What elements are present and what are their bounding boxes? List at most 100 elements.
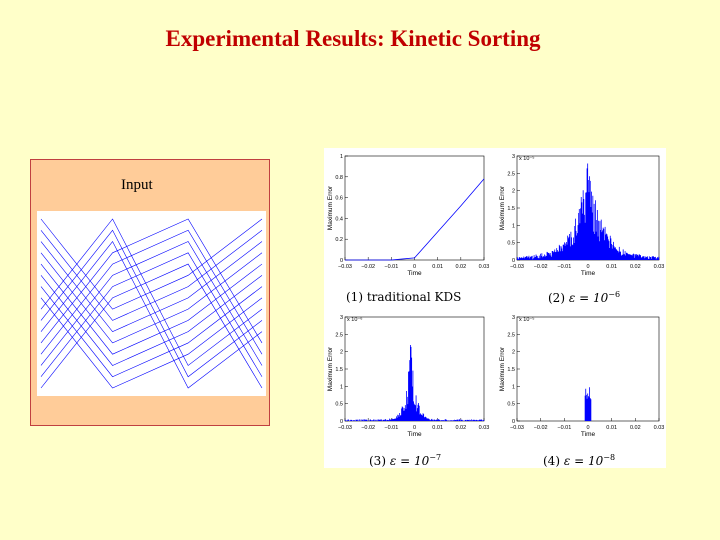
x-tick-label: −0.03 [338,425,352,431]
caption-1: (1) traditional KDS [346,290,461,304]
caption-3-text: ε = 10 [389,454,430,468]
y-tick-label: 1.5 [507,206,515,212]
caption-4-prefix: (4) [543,454,560,468]
y-tick-label: 0.4 [335,216,343,222]
caption-4: (4) ε = 10−8 [543,453,615,468]
x-axis-label: Time [407,270,422,277]
caption-2: (2) ε = 10−6 [548,290,620,305]
y-tick-label: 1 [340,384,343,390]
y-tick-label: 3 [512,154,515,160]
x-tick-label: 0 [586,264,589,270]
y-tick-label: 2 [340,350,343,356]
x-tick-label: 0.02 [630,264,641,270]
y-tick-label: 1 [512,223,515,229]
caption-3-prefix: (3) [369,454,386,468]
y-tick-label: 0.8 [335,175,343,181]
x-tick-label: −0.03 [338,264,352,270]
x-tick-label: 0.01 [606,425,617,431]
plot-frame [344,155,485,261]
x-tick-label: −0.01 [384,264,398,270]
y-tick-label: 0 [340,419,343,425]
caption-1-text: traditional KDS [366,290,462,304]
y-tick-label: 0.5 [507,241,515,247]
input-label: Input [121,177,153,193]
x-tick-label: −0.02 [361,425,375,431]
input-trajectory [40,240,263,389]
error-chart-eps-1e-6: 0 0.5 1 1.5 2 2.5 3 −0.03 −0.02 −0.01 0 0.01 0.02 0.0… [499,154,665,277]
caption-3-exp: −7 [429,453,442,462]
caption-1-prefix: (1) [346,290,363,304]
caption-2-exp: −6 [608,290,621,299]
x-tick-label: 0 [413,425,416,431]
x-tick-label: 0.01 [432,425,443,431]
y-tick-label: 2.5 [507,171,515,177]
x-tick-label: −0.01 [557,425,571,431]
error-chart-eps-1e-7: 0 0.5 1 1.5 2 2.5 3 −0.03 −0.02 −0.01 0 0.01 0.02 0.0… [327,315,490,438]
y-tick-label: 1.5 [335,367,343,373]
y-tick-label: 3 [512,315,515,321]
y-axis-label: Maximum Error [327,185,334,230]
plot-frame [344,316,485,422]
x-tick-label: 0.02 [630,425,641,431]
y-tick-label: 1.5 [507,367,515,373]
x-tick-label: 0.02 [455,264,466,270]
x-tick-label: −0.01 [384,425,398,431]
input-trajectory [40,229,263,378]
y-tick-label: 0 [512,258,515,264]
y-tick-label: 2 [512,189,515,195]
x-tick-label: −0.01 [557,264,571,270]
y-tick-label: 2.5 [507,332,515,338]
input-trajectory [40,218,263,366]
x-tick-label: −0.03 [510,264,524,270]
x-tick-label: 0.01 [432,264,443,270]
x-tick-label: −0.02 [534,425,548,431]
x-axis-label: Time [581,431,596,438]
slide-title: Experimental Results: Kinetic Sorting [165,26,541,51]
y-axis-label: Maximum Error [327,346,334,391]
caption-3: (3) ε = 10−7 [369,453,441,468]
caption-4-text: ε = 10 [563,454,604,468]
caption-2-text: ε = 10 [568,291,609,305]
caption-4-exp: −8 [603,453,616,462]
x-tick-label: 0.03 [654,425,665,431]
x-tick-label: −0.03 [510,425,524,431]
y-tick-label: 2 [512,350,515,356]
x-tick-label: 0.01 [606,264,617,270]
y-tick-label: 1 [340,154,343,160]
x-tick-label: 0.03 [654,264,665,270]
y-tick-label: 0.5 [335,402,343,408]
y-tick-label: 3 [340,315,343,321]
caption-2-prefix: (2) [548,291,565,305]
series-spikes [516,163,660,260]
series-spikes [344,344,485,421]
x-tick-label: 0.03 [479,425,490,431]
x-tick-label: 0 [586,425,589,431]
y-tick-label: 1 [512,384,515,390]
y-tick-label: 0.2 [335,237,343,243]
y-exponent-label: x 10⁻⁵ [519,155,535,162]
y-tick-label: 0.6 [335,196,343,202]
x-axis-label: Time [581,270,596,277]
x-tick-label: 0 [413,264,416,270]
y-tick-label: 2.5 [335,332,343,338]
input-panel: Input [30,159,270,426]
x-tick-label: 0.02 [455,425,466,431]
y-tick-label: 0 [512,419,515,425]
input-trajectory [40,241,263,366]
input-trajectory [40,252,263,377]
y-axis-label: Maximum Error [499,185,506,230]
y-exponent-label: x 10⁻⁵ [519,316,535,323]
input-trajectory [40,218,263,344]
input-trajectory [40,263,263,389]
x-tick-label: −0.02 [534,264,548,270]
y-tick-label: 0.5 [507,402,515,408]
x-tick-label: 0.03 [479,264,490,270]
series-line [345,178,485,261]
error-chart-traditional-kds: 0 0.2 0.4 0.6 0.8 1 −0.03 −0.02 −0.01 0 0.01 0.02 0.… [327,154,490,277]
input-trajectory [40,229,263,355]
y-axis-label: Maximum Error [499,346,506,391]
y-exponent-label: x 10⁻⁶ [347,316,363,323]
x-tick-label: −0.02 [361,264,375,270]
input-trajectories-plot [37,211,266,396]
x-axis-label: Time [407,431,422,438]
